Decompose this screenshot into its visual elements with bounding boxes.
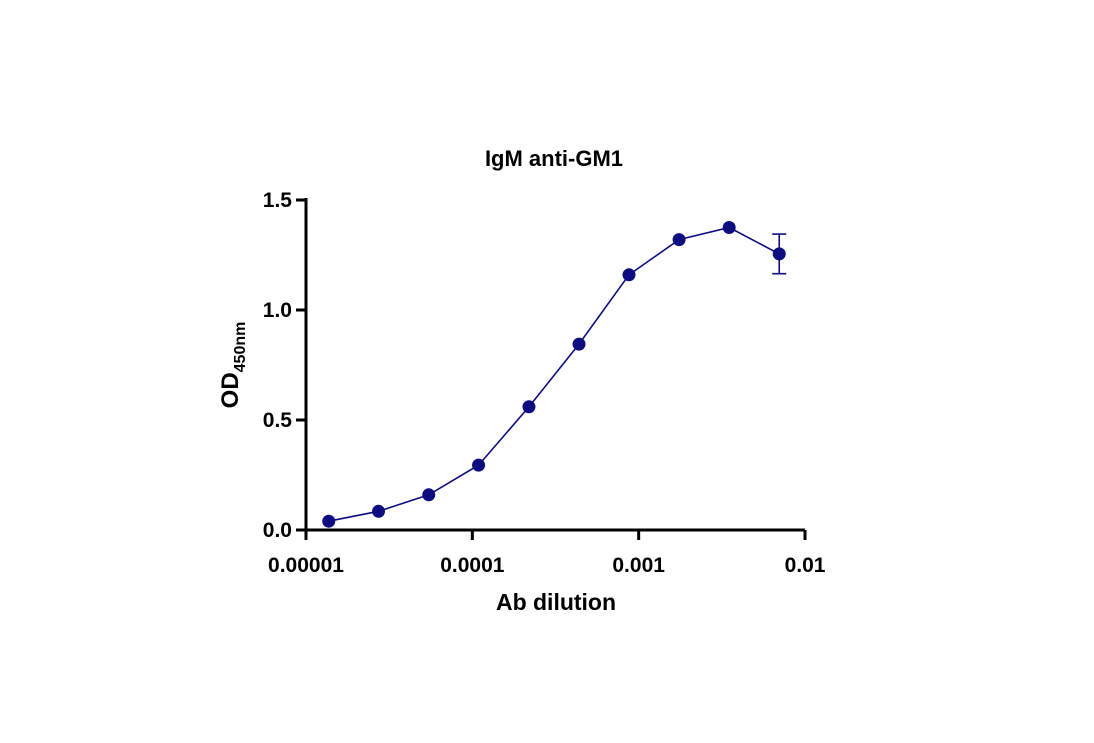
chart-title: IgM anti-GM1 <box>485 146 623 171</box>
y-axis: 0.0 0.5 1.0 1.5 <box>263 189 308 542</box>
data-point <box>422 488 436 502</box>
y-tick-label: 0.5 <box>263 409 293 432</box>
data-point <box>522 400 536 414</box>
data-point <box>622 268 636 282</box>
data-point <box>672 233 686 247</box>
y-axis-label: OD450nm <box>217 322 249 409</box>
y-axis-label-subscript: 450nm <box>232 322 249 373</box>
data-point <box>322 514 336 528</box>
data-point <box>372 504 386 518</box>
data-point <box>572 337 586 351</box>
x-tick-label: 0.001 <box>612 554 665 577</box>
x-axis: 0.00001 0.0001 0.001 0.01 <box>268 528 826 577</box>
x-ticks: 0.00001 0.0001 0.001 0.01 <box>268 530 826 577</box>
y-tick-label: 1.5 <box>263 189 293 212</box>
y-ticks: 0.0 0.5 1.0 1.5 <box>263 189 306 542</box>
data-point <box>472 458 486 472</box>
x-tick-label: 0.00001 <box>268 554 344 577</box>
plot-area <box>322 221 787 528</box>
x-tick-label: 0.01 <box>785 554 826 577</box>
y-axis-label-main: OD <box>217 372 244 408</box>
x-tick-label: 0.0001 <box>440 554 505 577</box>
series-line <box>328 226 780 522</box>
data-point <box>722 221 736 234</box>
x-axis-label: Ab dilution <box>496 589 616 615</box>
data-point <box>772 247 786 261</box>
y-tick-label: 1.0 <box>263 299 292 322</box>
y-tick-label: 0.0 <box>263 519 292 542</box>
